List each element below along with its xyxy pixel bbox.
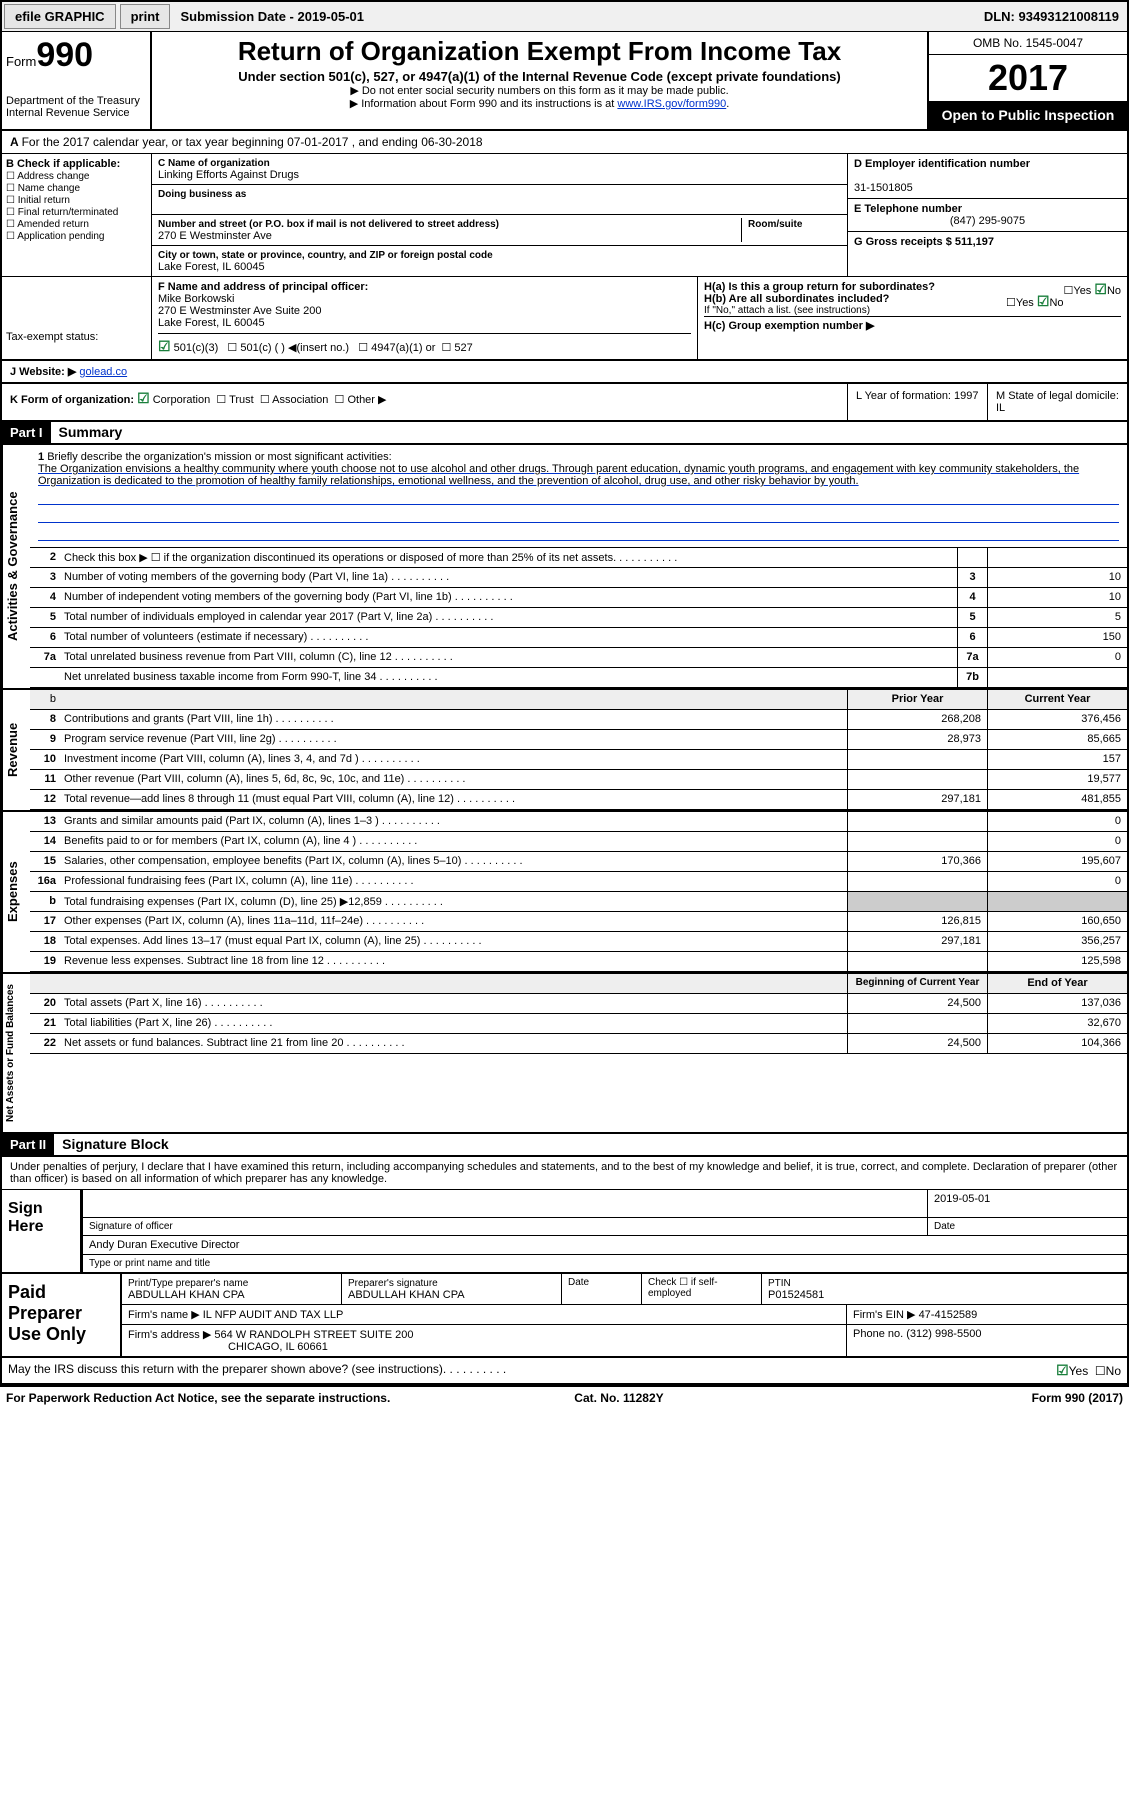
state-domicile: M State of legal domicile: IL bbox=[988, 384, 1127, 420]
dept-treasury: Department of the Treasury Internal Reve… bbox=[6, 95, 146, 119]
form-number: Form990 bbox=[6, 36, 146, 75]
chk-501c3[interactable]: ☑ bbox=[158, 338, 171, 354]
officer-name: Mike Borkowski bbox=[158, 293, 234, 305]
street-address: 270 E Westminster Ave bbox=[158, 230, 272, 242]
submission-date: Submission Date - 2019-05-01 bbox=[172, 5, 372, 28]
paperwork-notice: For Paperwork Reduction Act Notice, see … bbox=[6, 1391, 390, 1405]
note-ssn: ▶ Do not enter social security numbers o… bbox=[160, 84, 919, 97]
perjury-statement: Under penalties of perjury, I declare th… bbox=[2, 1157, 1127, 1190]
officer-addr: 270 E Westminster Ave Suite 200 bbox=[158, 305, 321, 317]
city-state-zip: Lake Forest, IL 60045 bbox=[158, 261, 265, 273]
gross-receipts: G Gross receipts $ 511,197 bbox=[854, 236, 994, 248]
chk-initial[interactable]: ☐ Initial return bbox=[6, 195, 147, 206]
top-toolbar: efile GRAPHIC print Submission Date - 20… bbox=[2, 2, 1127, 32]
year-formation: L Year of formation: 1997 bbox=[848, 384, 988, 420]
org-name: Linking Efforts Against Drugs bbox=[158, 169, 299, 181]
efile-label: efile GRAPHIC bbox=[4, 4, 116, 29]
form-footer: Form 990 (2017) bbox=[1032, 1391, 1123, 1405]
chk-pending[interactable]: ☐ Application pending bbox=[6, 231, 147, 242]
paid-preparer-label: Paid Preparer Use Only bbox=[2, 1274, 122, 1356]
open-to-public: Open to Public Inspection bbox=[929, 101, 1127, 129]
form-header: Form990 Department of the Treasury Inter… bbox=[2, 32, 1127, 131]
chk-address[interactable]: ☐ Address change bbox=[6, 171, 147, 182]
form-title: Return of Organization Exempt From Incom… bbox=[160, 36, 919, 67]
col-b-checkboxes: B Check if applicable: ☐ Address change … bbox=[2, 154, 152, 276]
chk-name[interactable]: ☐ Name change bbox=[6, 183, 147, 194]
tax-year: 2017 bbox=[929, 55, 1127, 101]
website-link[interactable]: golead.co bbox=[79, 366, 127, 378]
sign-here-label: Sign Here bbox=[2, 1190, 82, 1272]
officer-signed-name: Andy Duran Executive Director bbox=[89, 1239, 239, 1251]
sidebar-net-assets: Net Assets or Fund Balances bbox=[2, 974, 30, 1132]
form-subtitle: Under section 501(c), 527, or 4947(a)(1)… bbox=[160, 69, 919, 84]
dln: DLN: 93493121008119 bbox=[976, 5, 1127, 28]
mission-text: The Organization envisions a healthy com… bbox=[38, 463, 1079, 487]
sidebar-governance: Activities & Governance bbox=[2, 445, 30, 688]
line-a: A For the 2017 calendar year, or tax yea… bbox=[2, 131, 1127, 154]
ein: 31-1501805 bbox=[854, 182, 913, 194]
irs-link[interactable]: www.IRS.gov/form990 bbox=[617, 98, 726, 110]
chk-final[interactable]: ☐ Final return/terminated bbox=[6, 207, 147, 218]
firm-name: IL NFP AUDIT AND TAX LLP bbox=[203, 1309, 344, 1321]
tax-exempt-status: Tax-exempt status: bbox=[2, 277, 152, 359]
telephone: (847) 295-9075 bbox=[854, 215, 1121, 227]
sidebar-expenses: Expenses bbox=[2, 812, 30, 972]
cat-no: Cat. No. 11282Y bbox=[574, 1391, 663, 1405]
part-1-tag: Part I bbox=[2, 422, 51, 443]
print-button[interactable]: print bbox=[120, 4, 171, 29]
note-info: ▶ Information about Form 990 and its ins… bbox=[160, 97, 919, 110]
officer-city: Lake Forest, IL 60045 bbox=[158, 317, 265, 329]
chk-amended[interactable]: ☐ Amended return bbox=[6, 219, 147, 230]
sidebar-revenue: Revenue bbox=[2, 690, 30, 810]
omb-number: OMB No. 1545-0047 bbox=[929, 32, 1127, 55]
part-2-tag: Part II bbox=[2, 1134, 54, 1155]
